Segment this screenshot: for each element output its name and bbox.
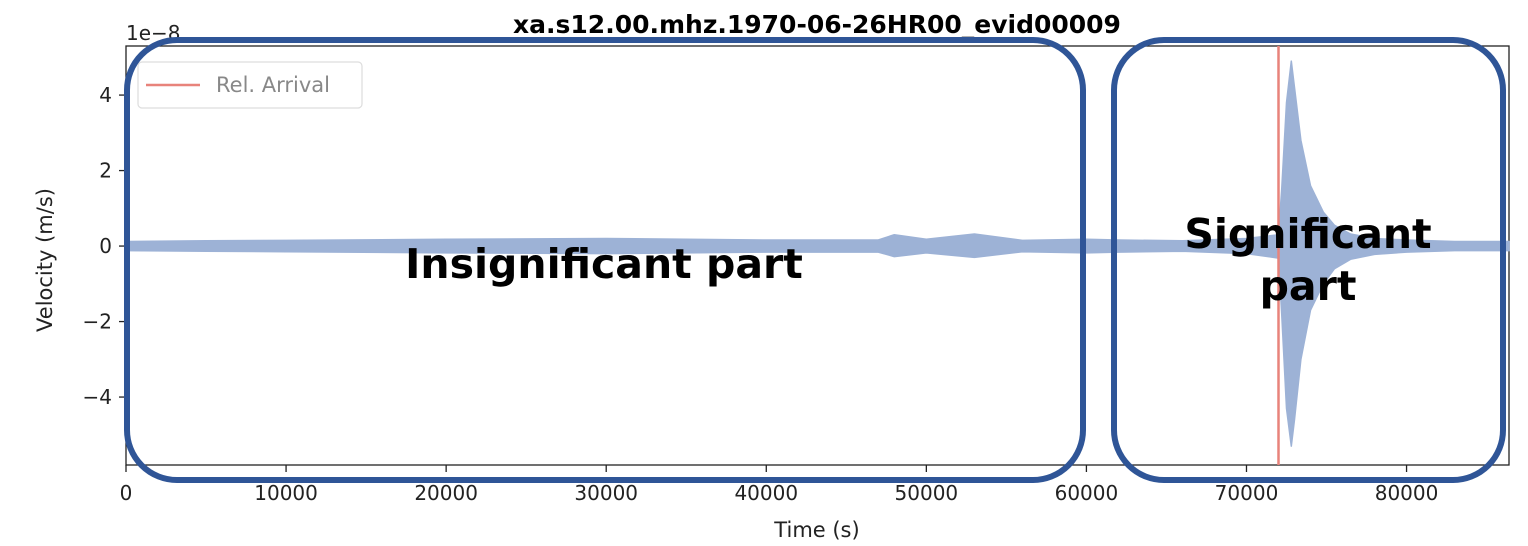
x-ticks: 0 10000 20000 30000 40000 50000 60000 70000 8000… xyxy=(120,465,1439,505)
y-tick-label: −4 xyxy=(83,385,112,409)
insignificant-region-box xyxy=(124,37,1086,483)
significant-part-label-line1: Significant xyxy=(1184,210,1431,258)
legend: Rel. Arrival xyxy=(137,61,363,109)
x-axis-label: Time (s) xyxy=(773,518,859,542)
x-tick-label: 50000 xyxy=(895,481,959,505)
x-tick-label: 60000 xyxy=(1055,481,1119,505)
chart-title: xa.s12.00.mhz.1970-06-26HR00_evid00009 xyxy=(513,10,1121,39)
x-tick-label: 0 xyxy=(120,481,133,505)
y-axis-label: Velocity (m/s) xyxy=(33,188,57,332)
legend-label-rel-arrival: Rel. Arrival xyxy=(216,73,330,97)
x-tick-label: 40000 xyxy=(734,481,798,505)
significant-part-label-line2: part xyxy=(1260,262,1357,310)
significant-region-box xyxy=(1111,37,1506,483)
legend-box xyxy=(137,61,363,109)
y-tick-label: 0 xyxy=(99,234,112,258)
y-tick-label: 4 xyxy=(99,83,112,107)
x-tick-label: 70000 xyxy=(1215,481,1279,505)
series-0-envelope xyxy=(125,60,1510,447)
x-tick-label: 20000 xyxy=(414,481,478,505)
y-tick-label: 2 xyxy=(99,159,112,183)
insignificant-part-label: Insignificant part xyxy=(405,240,803,288)
x-tick-label: 30000 xyxy=(574,481,638,505)
series-layer xyxy=(125,60,1510,447)
x-tick-label: 10000 xyxy=(254,481,318,505)
y-tick-label: −2 xyxy=(83,310,112,334)
x-tick-label: 80000 xyxy=(1375,481,1439,505)
y-ticks: 4 2 0 −2 −4 xyxy=(83,83,126,409)
